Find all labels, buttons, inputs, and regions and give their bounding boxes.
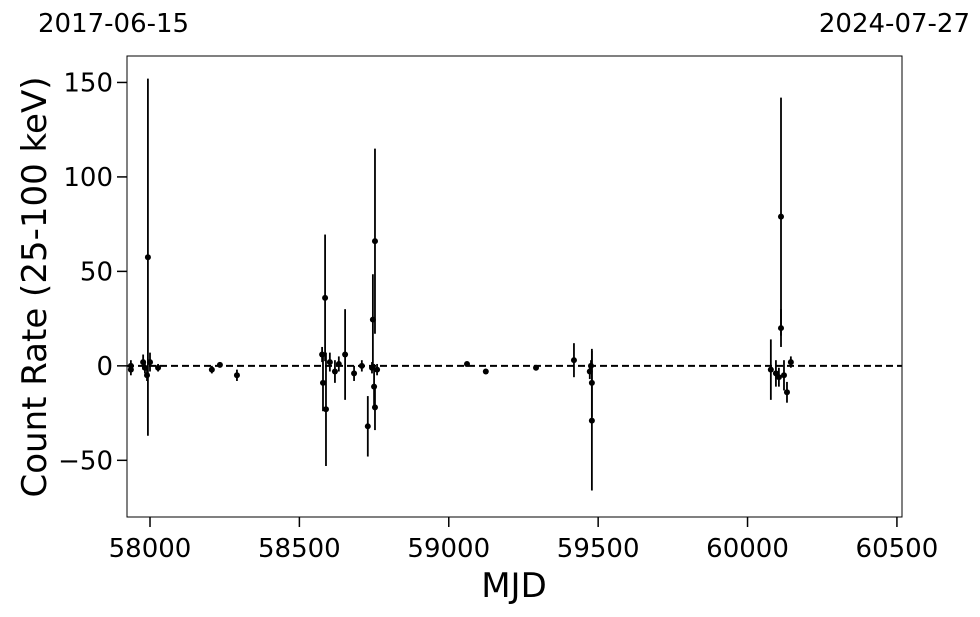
data-point bbox=[147, 359, 154, 366]
y-tick-label: 0 bbox=[96, 352, 113, 382]
y-tick-label: −50 bbox=[58, 446, 113, 476]
data-point bbox=[216, 361, 223, 368]
data-point bbox=[335, 360, 342, 367]
data-point bbox=[208, 366, 215, 373]
data-point bbox=[777, 213, 784, 220]
data-point bbox=[780, 372, 787, 379]
data-point bbox=[326, 359, 333, 366]
data-point bbox=[144, 254, 151, 261]
data-point bbox=[587, 362, 594, 369]
top-right-label: 2024-07-27 bbox=[819, 9, 970, 39]
data-point bbox=[588, 379, 595, 386]
data-point bbox=[371, 238, 378, 245]
data-point bbox=[155, 364, 162, 371]
data-point bbox=[777, 325, 784, 332]
data-point bbox=[775, 374, 782, 381]
y-tick-label: 100 bbox=[63, 163, 113, 193]
x-tick-label: 59000 bbox=[407, 534, 490, 564]
data-point bbox=[364, 423, 371, 430]
x-tick-label: 60500 bbox=[856, 534, 939, 564]
data-point bbox=[141, 364, 148, 371]
data-point bbox=[371, 383, 378, 390]
data-point bbox=[787, 359, 794, 366]
y-axis-label: Count Rate (25-100 keV) bbox=[15, 77, 55, 498]
data-point bbox=[319, 379, 326, 386]
top-left-label: 2017-06-15 bbox=[38, 9, 189, 39]
data-point bbox=[783, 389, 790, 396]
data-point bbox=[463, 360, 470, 367]
data-point bbox=[588, 417, 595, 424]
data-point bbox=[322, 294, 329, 301]
data-point bbox=[586, 368, 593, 375]
data-point bbox=[140, 359, 147, 366]
plot-frame bbox=[126, 55, 903, 518]
data-point bbox=[767, 366, 774, 373]
data-point bbox=[322, 406, 329, 413]
data-point bbox=[342, 351, 349, 358]
y-tick-label: 150 bbox=[63, 68, 113, 98]
x-tick-label: 60000 bbox=[706, 534, 789, 564]
data-point bbox=[127, 366, 134, 373]
x-tick-label: 59500 bbox=[557, 534, 640, 564]
data-point bbox=[533, 364, 540, 371]
data-point bbox=[358, 362, 365, 369]
data-point bbox=[331, 368, 338, 375]
x-tick-label: 58000 bbox=[109, 534, 192, 564]
data-point bbox=[570, 357, 577, 364]
data-point bbox=[374, 366, 381, 373]
data-point bbox=[319, 351, 326, 358]
data-point bbox=[368, 364, 375, 371]
y-tick-label: 50 bbox=[80, 257, 113, 287]
data-point bbox=[369, 316, 376, 323]
x-tick-label: 58500 bbox=[258, 534, 341, 564]
data-point bbox=[371, 404, 378, 411]
data-point bbox=[144, 372, 151, 379]
data-point bbox=[233, 372, 240, 379]
data-point bbox=[482, 368, 489, 375]
data-point bbox=[351, 370, 358, 377]
x-axis-label: MJD bbox=[481, 566, 547, 606]
